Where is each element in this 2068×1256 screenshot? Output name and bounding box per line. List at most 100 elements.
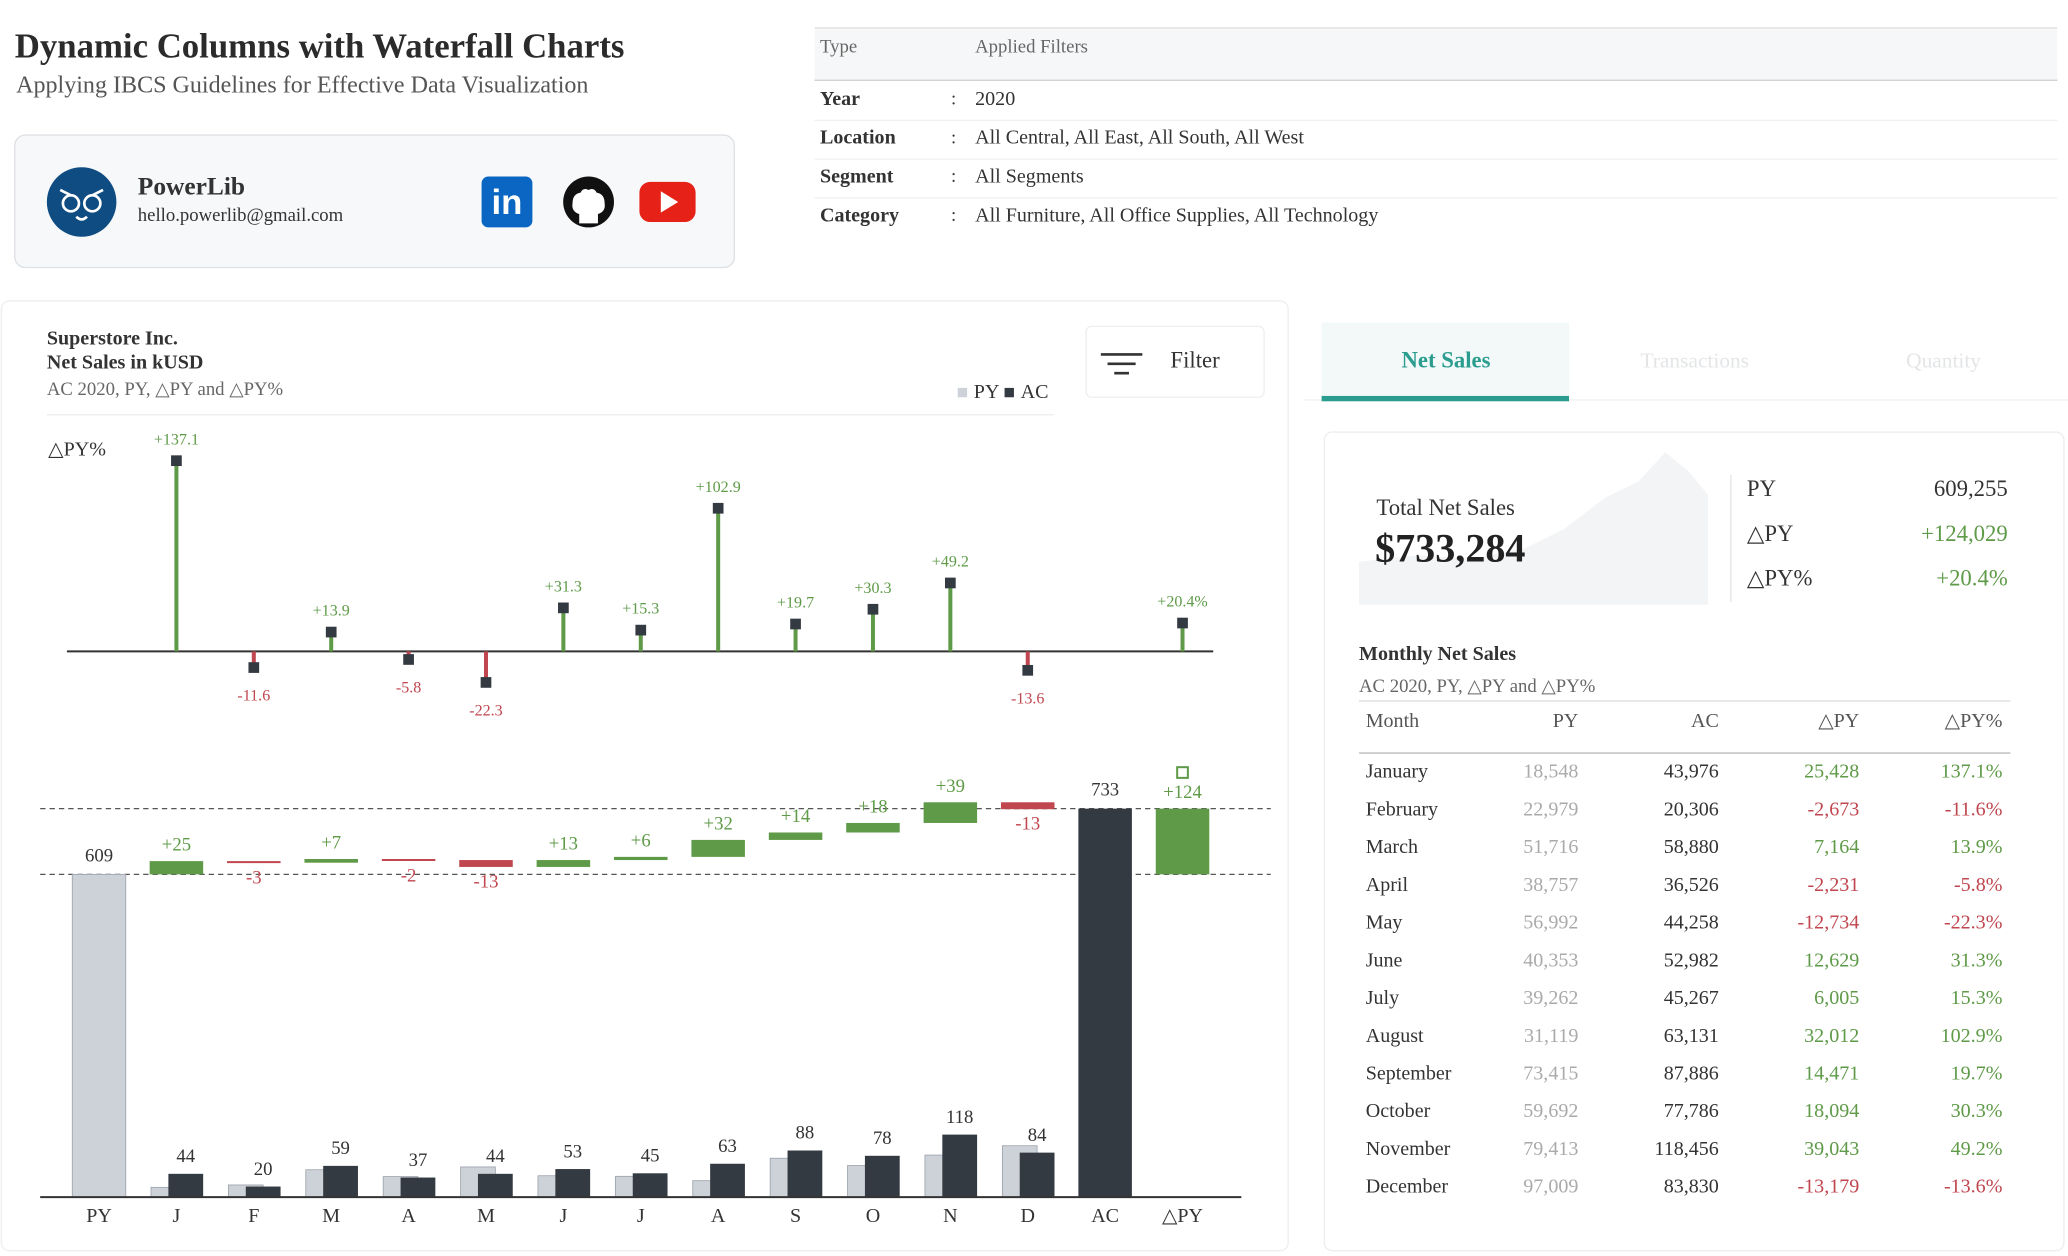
x-tick-label: J (173, 1205, 181, 1227)
table-cell: 83,830 (1664, 1176, 1719, 1198)
bar-ac (787, 1150, 823, 1198)
kpi-value: $733,284 (1375, 526, 1525, 571)
filter-separator: : (951, 89, 956, 110)
table-cell: 38,757 (1523, 874, 1578, 896)
table-cell: 30.3% (1951, 1100, 2003, 1122)
x-tick-label: PY (86, 1205, 112, 1227)
table-cell: December (1366, 1176, 1449, 1198)
delta-bar (459, 860, 513, 867)
delta-bar (149, 861, 204, 875)
x-tick-label: D (1020, 1205, 1034, 1227)
value-label: 84 (1028, 1125, 1047, 1146)
logo (46, 167, 117, 237)
pin-label: +13.9 (313, 603, 350, 620)
bar-ac (555, 1169, 591, 1198)
pin-label: +30.3 (854, 580, 891, 597)
tab[interactable]: Transactions (1640, 348, 1749, 372)
bar-total (1078, 808, 1132, 1198)
table-cell: 43,976 (1664, 761, 1719, 783)
x-tick-label: S (790, 1205, 801, 1227)
table-cell: 7,164 (1814, 836, 1859, 858)
table-cell: August (1366, 1025, 1424, 1047)
pin-head (171, 455, 182, 467)
delta-label: -2 (401, 865, 417, 886)
bar-ac (168, 1173, 204, 1198)
filter-separator: : (951, 166, 956, 187)
linkedin-icon[interactable]: in (481, 176, 533, 228)
filter-label[interactable]: Filter (1170, 348, 1220, 373)
tab[interactable]: Net Sales (1401, 348, 1490, 373)
table-cell: -13,179 (1797, 1176, 1859, 1198)
pin-head (403, 654, 414, 665)
kpi-row-label: △PY% (1747, 566, 1813, 591)
table-cell: February (1366, 798, 1438, 820)
table-cell: September (1366, 1062, 1452, 1084)
value-label: 20 (254, 1159, 273, 1180)
x-tick-label: A (711, 1205, 726, 1227)
table-cell: 63,131 (1664, 1025, 1719, 1047)
delta-bar (1155, 808, 1210, 875)
bar-ac (1019, 1152, 1055, 1198)
table-column: PY (1553, 710, 1579, 732)
value-label: 44 (176, 1146, 195, 1167)
delta-label: +13 (549, 834, 578, 855)
table-cell: -22.3% (1944, 912, 2003, 934)
pin-head (867, 603, 879, 615)
filter-column: Type (820, 36, 857, 57)
pin-head (790, 618, 801, 630)
table-cell: 25,428 (1804, 761, 1859, 783)
table-cell: 13.9% (1951, 836, 2003, 858)
delta-label: +6 (631, 830, 651, 851)
delta-label: +14 (781, 806, 811, 827)
bar-ac (710, 1163, 745, 1198)
table-cell: 58,880 (1664, 836, 1719, 858)
youtube-icon[interactable] (639, 181, 696, 223)
github-icon[interactable] (563, 176, 614, 228)
filter-type: Segment (820, 166, 894, 188)
table-cell: 18,548 (1523, 761, 1578, 783)
value-label: 45 (641, 1146, 660, 1167)
pin-label: +15.3 (622, 601, 659, 618)
profile-email: hello.powerlib@gmail.com (138, 205, 344, 226)
table-cell: 79,413 (1523, 1138, 1578, 1160)
pin-label: +20.4% (1157, 594, 1208, 611)
value-label: 78 (873, 1128, 892, 1149)
table-cell: 49.2% (1951, 1138, 2003, 1160)
pin-head (712, 502, 724, 514)
filter-button[interactable]: Filter (1085, 325, 1265, 398)
table-cell: January (1366, 761, 1428, 783)
table-cell: 137.1% (1941, 761, 2003, 783)
tab[interactable]: Quantity (1906, 348, 1981, 372)
pin-head (944, 577, 956, 589)
filter-type: Location (820, 127, 896, 149)
delta-bar (614, 856, 668, 861)
pin-head (480, 677, 492, 688)
delta-bar (691, 839, 745, 857)
kpi-panel (1323, 431, 2065, 1252)
tab-active-bg (1321, 322, 1570, 402)
legend-swatch (957, 387, 968, 398)
svg-text:in: in (492, 184, 523, 222)
kpi-row-label: PY (1747, 476, 1776, 501)
kpi-row-label: △PY (1747, 521, 1794, 546)
delta-label: -13 (474, 871, 499, 892)
kpi-row-value: +124,029 (1921, 521, 2008, 546)
pin-label: +137.1 (154, 431, 199, 448)
table-cell: 102.9% (1941, 1025, 2003, 1047)
table-column: △PY (1818, 710, 1859, 732)
page-subtitle: Applying IBCS Guidelines for Effective D… (16, 72, 588, 98)
pin-label: -22.3 (469, 703, 502, 720)
table-cell: July (1366, 987, 1399, 1009)
table-cell: 44,258 (1664, 912, 1719, 934)
table-cell: 45,267 (1664, 987, 1719, 1009)
value-label: 118 (946, 1107, 973, 1128)
table-cell: 87,886 (1664, 1062, 1719, 1084)
bar-ac (864, 1155, 900, 1198)
table-cell: 97,009 (1523, 1176, 1578, 1198)
bar-ac (245, 1186, 281, 1198)
delta-label: +25 (162, 835, 191, 856)
table-cell: 6,005 (1814, 987, 1859, 1009)
table-cell: 31.3% (1951, 949, 2003, 971)
kpi-label: Total Net Sales (1376, 495, 1515, 520)
